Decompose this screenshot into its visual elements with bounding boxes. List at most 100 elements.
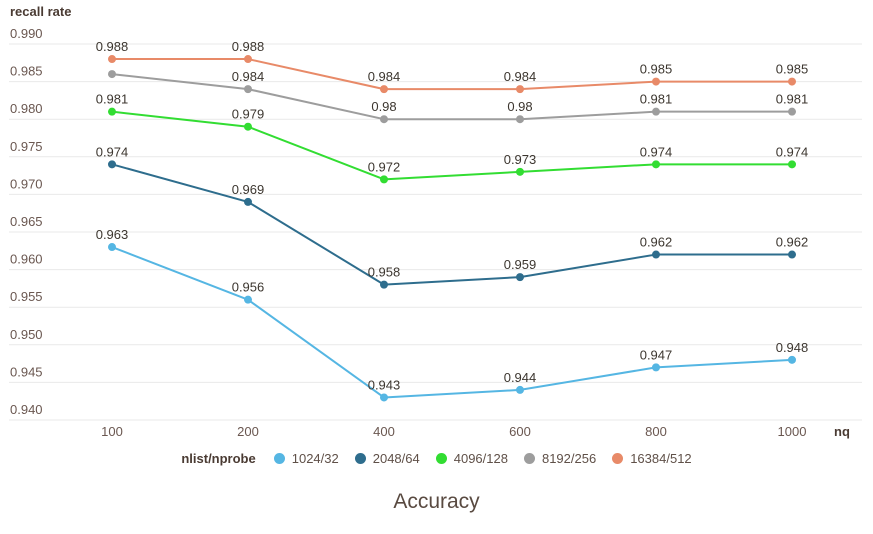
y-axis-tick-label: 0.945: [10, 364, 43, 379]
data-point-label-1024-32: 0.956: [232, 280, 265, 295]
data-point-label-1024-32: 0.948: [776, 340, 809, 355]
data-point-label-4096-128: 0.974: [640, 144, 673, 159]
legend-item-label: 8192/256: [541, 451, 597, 466]
series-line-16384-512: [112, 58, 792, 91]
y-axis-tick-label: 0.955: [10, 289, 43, 304]
data-point-label-8192-256: 0.981: [776, 92, 809, 107]
legend-item-label: 1024/32: [291, 451, 339, 466]
data-point-16384-512: [652, 77, 660, 86]
y-axis-tick-label: 0.970: [10, 176, 43, 191]
y-axis-tick-label: 0.980: [10, 101, 43, 116]
data-point-label-2048-64: 0.958: [368, 265, 401, 280]
data-point-label-2048-64: 0.962: [640, 235, 673, 250]
data-point-label-16384-512: 0.988: [232, 39, 265, 54]
x-axis-tick-label: 400: [373, 424, 395, 439]
legend-color-dot-icon: [612, 453, 624, 464]
data-point-2048-64: [516, 273, 524, 282]
data-point-label-4096-128: 0.973: [504, 152, 537, 167]
data-point-label-8192-256: 0.98: [371, 99, 396, 114]
data-point-8192-256: [652, 107, 660, 116]
data-point-1024-32: [652, 363, 660, 372]
series-line-1024-32: [111, 246, 793, 399]
data-point-label-1024-32: 0.944: [504, 370, 537, 385]
data-point-1024-32: [380, 393, 388, 402]
data-point-label-16384-512: 0.985: [776, 62, 809, 77]
data-point-label-4096-128: 0.979: [232, 107, 265, 122]
data-point-4096-128: [652, 160, 660, 169]
legend-color-dot-icon: [273, 453, 285, 464]
y-axis-title: recall rate: [10, 4, 72, 19]
data-point-label-4096-128: 0.972: [368, 159, 401, 174]
x-axis-title: nq: [834, 424, 850, 439]
legend-item-2048-64[interactable]: 2048/64: [354, 451, 420, 466]
data-point-1024-32: [788, 355, 796, 364]
legend-item-1024-32[interactable]: 1024/32: [273, 451, 339, 466]
data-point-8192-256: [244, 85, 252, 94]
y-axis-tick-label: 0.940: [10, 402, 43, 417]
line-chart: 0.990 0.985 0.980 0.975 0.970 0.965 0.960 0.955…: [9, 26, 862, 439]
data-point-label-16384-512: 0.988: [96, 39, 129, 54]
data-point-label-8192-256: 0.981: [640, 92, 673, 107]
x-axis-tick-label: 200: [237, 424, 259, 439]
data-point-2048-64: [380, 280, 388, 289]
data-point-4096-128: [516, 167, 524, 176]
data-point-label-16384-512: 0.985: [640, 62, 673, 77]
data-point-label-4096-128: 0.974: [776, 144, 809, 159]
y-axis-tick-label: 0.950: [10, 327, 43, 342]
legend-title: nlist/nprobe: [181, 451, 256, 466]
series-line-4096-128: [111, 110, 792, 181]
data-point-8192-256: [516, 115, 524, 124]
data-point-8192-256: [788, 107, 796, 116]
data-point-16384-512: [108, 55, 116, 64]
data-point-label-2048-64: 0.959: [504, 257, 537, 272]
data-point-label-2048-64: 0.974: [96, 144, 129, 159]
data-point-16384-512: [788, 77, 796, 86]
legend-color-dot-icon: [354, 453, 366, 464]
data-point-label-2048-64: 0.969: [232, 182, 265, 197]
legend-color-dot-icon: [435, 453, 447, 464]
legend-item-label: 16384/512: [630, 451, 692, 466]
legend-item-16384-512[interactable]: 16384/512: [612, 451, 692, 466]
y-axis-tick-label: 0.990: [10, 26, 43, 41]
data-point-4096-128: [380, 175, 388, 184]
data-point-label-8192-256: 0.984: [232, 69, 265, 84]
x-axis-tick-label: 600: [509, 424, 531, 439]
data-point-label-2048-64: 0.962: [776, 235, 809, 250]
series-line-8192-256: [111, 73, 792, 121]
legend-item-label: 2048/64: [372, 451, 420, 466]
y-axis-tick-label: 0.975: [10, 139, 43, 154]
data-point-4096-128: [244, 122, 252, 131]
data-point-16384-512: [516, 85, 524, 94]
data-point-2048-64: [108, 160, 116, 169]
data-point-8192-256: [380, 115, 388, 124]
data-point-label-8192-256: 0.98: [507, 99, 532, 114]
data-point-label-16384-512: 0.984: [368, 69, 401, 84]
data-point-2048-64: [652, 250, 660, 259]
chart-title: Accuracy: [393, 490, 480, 513]
data-point-8192-256: [108, 70, 116, 79]
y-axis-tick-label: 0.960: [10, 252, 43, 267]
data-point-label-4096-128: 0.981: [96, 92, 129, 107]
legend-item-8192-256[interactable]: 8192/256: [523, 451, 597, 466]
x-axis-tick-label: 800: [645, 424, 667, 439]
data-point-2048-64: [788, 250, 796, 259]
x-axis-tick-label: 100: [101, 424, 123, 439]
series-line-2048-64: [111, 163, 792, 286]
data-point-label-1024-32: 0.943: [368, 377, 401, 392]
data-point-16384-512: [244, 55, 252, 64]
data-point-1024-32: [108, 243, 116, 252]
data-point-4096-128: [108, 107, 116, 116]
data-point-1024-32: [516, 385, 524, 394]
y-axis-tick-label: 0.985: [10, 64, 43, 79]
legend-item-4096-128[interactable]: 4096/128: [435, 451, 508, 466]
x-axis-tick-label: 1000: [778, 424, 807, 439]
legend-item-label: 4096/128: [453, 451, 508, 466]
data-point-label-1024-32: 0.947: [640, 347, 673, 362]
data-point-4096-128: [788, 160, 796, 169]
data-point-1024-32: [244, 295, 252, 304]
data-point-2048-64: [244, 197, 252, 206]
legend-color-dot-icon: [523, 453, 535, 464]
data-point-label-16384-512: 0.984: [504, 69, 537, 84]
y-axis-tick-label: 0.965: [10, 214, 43, 229]
